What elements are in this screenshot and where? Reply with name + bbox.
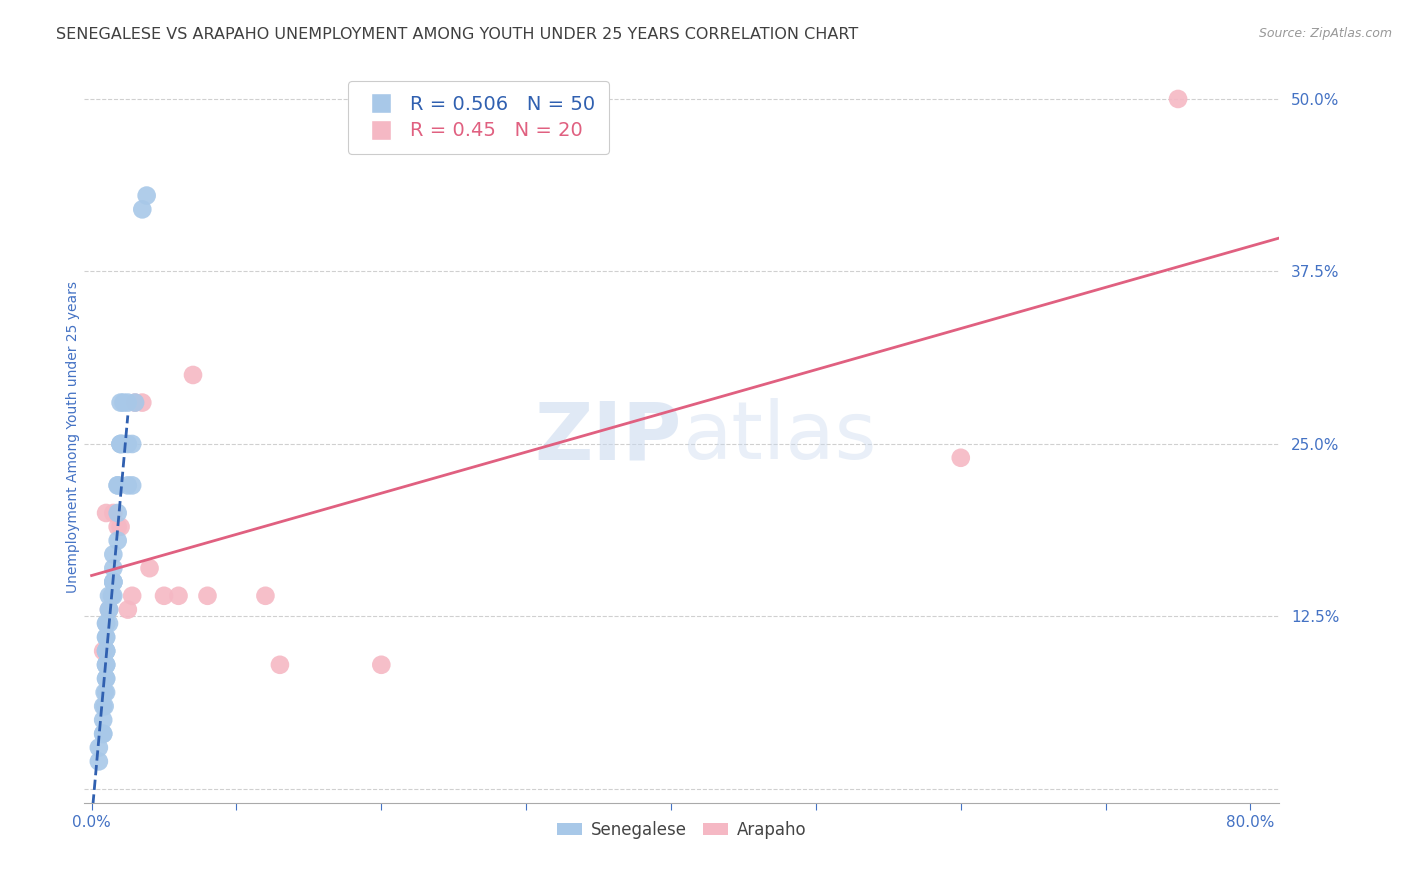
Point — [117, 395, 139, 409]
Point — [94, 657, 117, 672]
Point — [94, 630, 117, 644]
Point — [107, 520, 129, 534]
Point — [98, 589, 121, 603]
Point — [131, 202, 153, 217]
Point — [98, 602, 121, 616]
Text: SENEGALESE VS ARAPAHO UNEMPLOYMENT AMONG YOUTH UNDER 25 YEARS CORRELATION CHART: SENEGALESE VS ARAPAHO UNEMPLOYMENT AMONG… — [56, 27, 859, 42]
Point — [94, 672, 117, 686]
Point — [131, 395, 153, 409]
Point — [103, 574, 125, 589]
Point — [107, 506, 129, 520]
Point — [110, 520, 132, 534]
Point — [91, 713, 114, 727]
Point — [112, 437, 135, 451]
Point — [94, 685, 117, 699]
Point — [254, 589, 277, 603]
Point — [94, 506, 117, 520]
Point — [94, 657, 117, 672]
Point — [93, 699, 115, 714]
Text: ZIP: ZIP — [534, 398, 682, 476]
Point — [98, 616, 121, 631]
Point — [103, 561, 125, 575]
Point — [1167, 92, 1189, 106]
Y-axis label: Unemployment Among Youth under 25 years: Unemployment Among Youth under 25 years — [66, 281, 80, 593]
Point — [94, 630, 117, 644]
Point — [138, 561, 160, 575]
Point — [370, 657, 392, 672]
Point — [94, 616, 117, 631]
Point — [103, 574, 125, 589]
Text: Source: ZipAtlas.com: Source: ZipAtlas.com — [1258, 27, 1392, 40]
Point — [93, 685, 115, 699]
Point — [121, 437, 143, 451]
Point — [121, 478, 143, 492]
Point — [103, 506, 125, 520]
Point — [98, 602, 121, 616]
Point — [112, 395, 135, 409]
Point — [153, 589, 176, 603]
Point — [110, 437, 132, 451]
Point — [197, 589, 219, 603]
Point — [94, 644, 117, 658]
Point — [124, 395, 146, 409]
Point — [107, 533, 129, 548]
Point — [110, 437, 132, 451]
Point — [91, 727, 114, 741]
Point — [91, 727, 114, 741]
Point — [94, 657, 117, 672]
Legend: Senegalese, Arapaho: Senegalese, Arapaho — [551, 814, 813, 846]
Point — [110, 395, 132, 409]
Point — [91, 644, 114, 658]
Point — [94, 644, 117, 658]
Point — [103, 574, 125, 589]
Text: atlas: atlas — [682, 398, 876, 476]
Point — [94, 644, 117, 658]
Point — [121, 589, 143, 603]
Point — [87, 755, 110, 769]
Point — [117, 602, 139, 616]
Point — [117, 478, 139, 492]
Point — [87, 740, 110, 755]
Point — [124, 395, 146, 409]
Point — [110, 437, 132, 451]
Point — [949, 450, 972, 465]
Point — [117, 437, 139, 451]
Point — [269, 657, 291, 672]
Point — [107, 478, 129, 492]
Point — [103, 548, 125, 562]
Point — [91, 699, 114, 714]
Point — [103, 589, 125, 603]
Point — [135, 188, 157, 202]
Point — [101, 589, 124, 603]
Point — [107, 478, 129, 492]
Point — [94, 616, 117, 631]
Point — [94, 672, 117, 686]
Point — [98, 602, 121, 616]
Point — [181, 368, 204, 382]
Point — [167, 589, 190, 603]
